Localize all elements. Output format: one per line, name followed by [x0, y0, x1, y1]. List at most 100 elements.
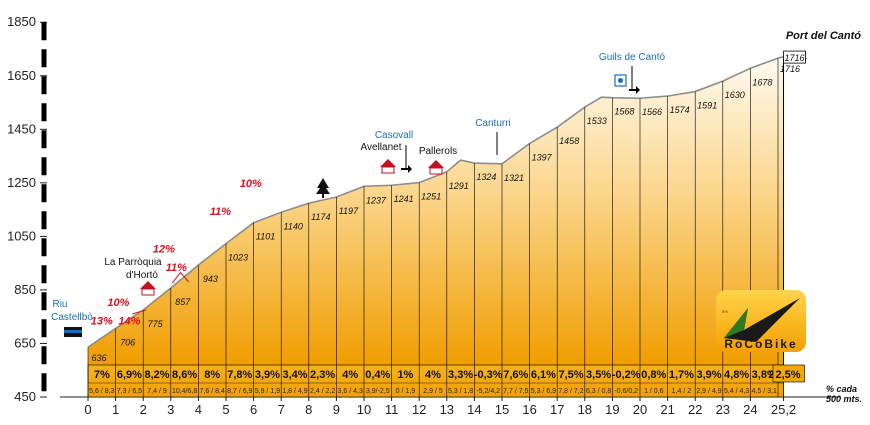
- place-label: d'Hortó: [126, 270, 158, 281]
- elevation-label: 1140: [284, 221, 303, 231]
- place-label: La Parròquia: [104, 257, 162, 268]
- elevation-label: 1566: [642, 107, 662, 117]
- elevation-label: 775: [148, 319, 164, 329]
- segment-grade-label: 0,4%: [365, 369, 390, 381]
- elevation-label: 1630: [725, 90, 745, 100]
- y-tick-label: 1050: [7, 228, 36, 243]
- village-icon: [380, 159, 396, 167]
- fountain-icon-dot: [618, 78, 623, 83]
- x-tick-label: 17: [550, 402, 564, 417]
- segment-sub-label: 6,3 / 0,8: [586, 388, 611, 395]
- max-grade-label: 11%: [210, 206, 231, 218]
- elevation-label: 1324: [476, 172, 496, 182]
- elevation-label: 1174: [311, 212, 330, 222]
- segment-sub-label: 1,4 / 2: [672, 388, 692, 395]
- x-tick-label: 23: [716, 402, 730, 417]
- elevation-label: 1397: [532, 152, 553, 162]
- segment-sub-label: 1,8 / 4,9: [282, 388, 307, 395]
- elevation-label: 1568: [614, 107, 634, 117]
- y-tick-label: 650: [14, 335, 36, 350]
- x-tick-label: 2: [140, 402, 147, 417]
- segment-grade-label: 3,3%: [448, 369, 473, 381]
- chart-title: Port del Cantó: [786, 30, 861, 42]
- elevation-label: 1241: [394, 194, 414, 204]
- max-grade-label: 14%: [118, 316, 140, 328]
- logo-small-text: 5%: [722, 309, 728, 314]
- max-grade-label: 10%: [107, 297, 129, 309]
- elevation-label: 1458: [559, 136, 579, 146]
- segment-grade-label: 0,8%: [641, 369, 666, 381]
- segment-grade-label: -0,3%: [474, 369, 503, 381]
- elevation-label: 1678: [752, 77, 772, 87]
- segment-sub-label: 1 / 0,6: [644, 388, 664, 395]
- max-grade-label: 13%: [91, 316, 113, 328]
- note-line-2: 500 mts.: [826, 394, 862, 404]
- x-tick-label: 11: [385, 402, 399, 417]
- place-label: Castellbò: [51, 312, 93, 323]
- segment-sub-label: 7,7 / 7,5: [503, 388, 528, 395]
- x-tick-label: 7: [278, 402, 285, 417]
- x-tick-label: 12: [412, 402, 426, 417]
- tree-trunk-icon: [322, 194, 324, 198]
- segment-grade-label: 3,9%: [255, 369, 280, 381]
- river-icon: [64, 330, 82, 333]
- elevation-label: 1023: [228, 253, 248, 263]
- place-label: Avellanet: [361, 142, 402, 153]
- segment-sub-label: 8,7 / 6,9: [227, 388, 252, 395]
- x-tick-label: 22: [688, 402, 702, 417]
- rocobike-logo: 5% RoCoBike: [716, 290, 806, 352]
- segment-grade-label: 3,8%: [752, 369, 777, 381]
- x-tick-label: 10: [357, 402, 371, 417]
- segment-sub-label: 5,6 / 8,3: [89, 388, 114, 395]
- segment-sub-label: 5,9 / 1,9: [255, 388, 280, 395]
- place-label: Riu: [52, 299, 67, 310]
- elevation-label: 1101: [256, 232, 275, 242]
- segment-sub-label: 3,6 / 4,3: [338, 388, 363, 395]
- segment-grade-label: 4,8%: [724, 369, 749, 381]
- profile-area: [88, 56, 784, 366]
- segment-grade-label: 7,6%: [503, 369, 528, 381]
- village-icon: [140, 281, 156, 289]
- place-label: Guils de Cantó: [599, 52, 666, 63]
- elevation-label: 857: [175, 297, 191, 307]
- x-tick-label: 5: [222, 402, 229, 417]
- x-tick-label: 15: [495, 402, 509, 417]
- x-tick-label: 18: [578, 402, 592, 417]
- segment-grade-label: 3,5%: [586, 369, 611, 381]
- segment-grade-label: 8,6%: [172, 369, 197, 381]
- segment-sub-label: 7,4 / 9: [147, 388, 167, 395]
- elevation-label: 1197: [339, 206, 359, 216]
- elevation-label: 1716: [785, 53, 805, 63]
- x-tick-label: 4: [195, 402, 202, 417]
- segment-grade-label: 8,2%: [144, 369, 169, 381]
- segment-grade-label: 1%: [397, 369, 413, 381]
- village-icon-body: [381, 166, 395, 174]
- logo-text: RoCoBike: [724, 337, 797, 351]
- elevation-label: 1591: [697, 101, 717, 111]
- village-icon-body: [141, 288, 155, 296]
- y-tick-label: 1850: [7, 14, 36, 29]
- max-grade-bracket: [171, 271, 190, 284]
- segment-grade-label: 7,8%: [227, 369, 252, 381]
- labels-group: 636 706 775 857 943 1023 1101 1140 1174 1197 1237 1…: [91, 50, 808, 363]
- segment-sub-label: 5,3 / 1,8: [448, 388, 473, 395]
- segment-sub-label: -5,2/4,2: [476, 388, 500, 395]
- segment-grade-label: 4%: [342, 369, 358, 381]
- last-segment-box: [772, 364, 805, 383]
- x-tick-label: 24: [743, 402, 757, 417]
- x-tick-label: 20: [633, 402, 647, 417]
- x-tick-label: 21: [660, 402, 674, 417]
- village-icon-body: [429, 167, 443, 175]
- segment-sub-label: 10,4/6,8: [172, 388, 197, 395]
- segment-grade-label: -0,2%: [612, 369, 641, 381]
- y-tick-label: 450: [14, 389, 36, 404]
- segment-sub-label: 2,4 / 2,2: [310, 388, 335, 395]
- x-tick-label: 6: [250, 402, 257, 417]
- place-label: Canturri: [475, 118, 511, 129]
- segment-sub-label: 7,3 / 6,5: [117, 388, 142, 395]
- elevation-label: 636: [91, 353, 106, 363]
- segment-grade-label: 8%: [204, 369, 220, 381]
- elevation-label: 1321: [504, 173, 524, 183]
- gradient-band-group: 7% 5,6 / 8,36,9% 7,3 / 6,58,2% 7,4 / 9 8,6% 1…: [87, 364, 805, 398]
